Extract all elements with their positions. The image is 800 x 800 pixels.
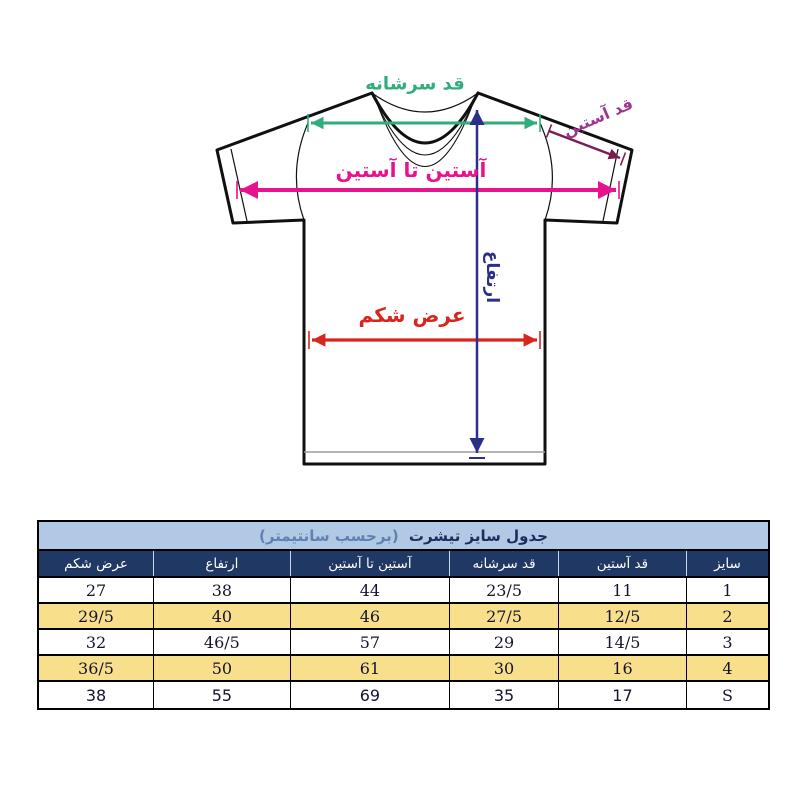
- table-cell: 46/5: [153, 628, 291, 656]
- table-cell: 2: [685, 602, 770, 630]
- header-height: ارتفاع: [153, 550, 291, 578]
- collar-back-line: [371, 92, 479, 113]
- table-row-size-3: 3 14/5 29 57 46/5 32: [37, 628, 770, 656]
- table-cell: 30: [449, 654, 559, 682]
- header-size: سایز: [685, 550, 770, 578]
- table-cell: 57: [289, 628, 451, 656]
- sleeve-length-tick-bottom: [619, 152, 627, 166]
- table-cell: 29/5: [37, 602, 155, 630]
- size-table: جدول سایز تیشرت (برحسب سانتیمتر) سایز قد…: [37, 520, 770, 710]
- table-cell: 3: [685, 628, 770, 656]
- table-cell: 14/5: [557, 628, 687, 656]
- table-header-row: سایز قد آستین قد سرشانه آستین تا آستین ا…: [37, 550, 770, 578]
- table-cell: 11: [557, 576, 687, 604]
- table-title-unit: (برحسب سانتیمتر): [259, 526, 399, 545]
- table-cell: 46: [289, 602, 451, 630]
- table-title-main: جدول سایز تیشرت: [408, 526, 548, 545]
- table-cell: 4: [685, 654, 770, 682]
- table-cell: 50: [153, 654, 291, 682]
- table-row-size-2: 2 12/5 27/5 46 40 29/5: [37, 602, 770, 630]
- table-cell: 16: [557, 654, 687, 682]
- table-cell: 38: [153, 576, 291, 604]
- table-cell: 55: [153, 680, 291, 710]
- height-label: ارتفاع: [482, 250, 502, 304]
- table-cell: S: [685, 680, 770, 710]
- table-cell: 35: [449, 680, 559, 710]
- belly-width-label: عرض شکم: [358, 303, 466, 327]
- table-cell: 1: [685, 576, 770, 604]
- table-cell: 27/5: [449, 602, 559, 630]
- left-cuff-seam: [230, 148, 248, 222]
- table-cell: 12/5: [557, 602, 687, 630]
- table-cell: 27: [37, 576, 155, 604]
- sleeve-length-tick-top: [545, 124, 553, 138]
- header-belly-width: عرض شکم: [37, 550, 155, 578]
- header-sleeve-length: قد آستین: [557, 550, 687, 578]
- sleeve-length-arrow: [548, 129, 621, 160]
- table-row-size-s: S 17 35 69 55 38: [37, 680, 770, 710]
- shoulder-width-label: قد سرشانه: [365, 73, 465, 95]
- table-title: جدول سایز تیشرت (برحسب سانتیمتر): [38, 521, 769, 551]
- table-title-row: جدول سایز تیشرت (برحسب سانتیمتر): [38, 521, 769, 551]
- table-cell: 44: [289, 576, 451, 604]
- header-sleeve-to-sleeve: آستین تا آستین: [289, 550, 451, 578]
- table-cell: 32: [37, 628, 155, 656]
- right-armhole-seam: [539, 122, 553, 221]
- size-table-container: جدول سایز تیشرت (برحسب سانتیمتر) سایز قد…: [37, 520, 770, 710]
- tshirt-outline: [215, 91, 634, 466]
- table-cell: 36/5: [37, 654, 155, 682]
- table-cell: 23/5: [449, 576, 559, 604]
- table-cell: 17: [557, 680, 687, 710]
- collar-front-line: [370, 91, 480, 145]
- header-shoulder-width: قد سرشانه: [449, 550, 559, 578]
- tshirt-diagram: [215, 91, 634, 466]
- sleeve-to-sleeve-label: آستین تا آستین: [335, 158, 487, 182]
- left-armhole-seam: [295, 122, 309, 221]
- table-cell: 38: [37, 680, 155, 710]
- table-cell: 40: [153, 602, 291, 630]
- table-cell: 69: [289, 680, 451, 710]
- table-cell: 61: [289, 654, 451, 682]
- table-row-size-1: 1 11 23/5 44 38 27: [37, 576, 770, 604]
- table-cell: 29: [449, 628, 559, 656]
- table-row-size-4: 4 16 30 61 50 36/5: [37, 654, 770, 682]
